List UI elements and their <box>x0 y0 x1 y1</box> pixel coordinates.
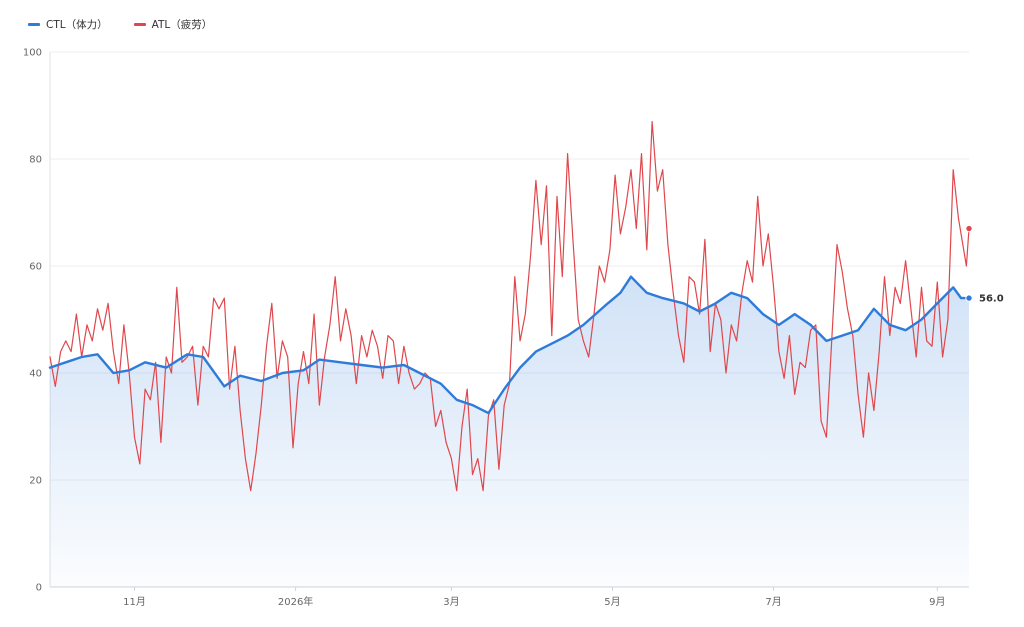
legend-label-ctl: CTL（体力） <box>46 19 108 31</box>
series-layer: 56.0 <box>48 121 1004 587</box>
x-tick-label: 7月 <box>765 596 781 608</box>
x-tick-label: 9月 <box>929 596 945 608</box>
y-tick-label: 100 <box>23 48 42 59</box>
y-tick-label: 40 <box>29 369 42 380</box>
ctl-line <box>48 275 971 415</box>
legend-label-atl: ATL（疲劳） <box>151 19 213 31</box>
x-tick-label: 2026年 <box>278 595 313 608</box>
y-tick-label: 20 <box>29 476 42 487</box>
x-tick-label: 11月 <box>123 596 146 608</box>
atl-line <box>49 121 970 492</box>
ctl-area <box>50 276 969 587</box>
legend-swatch-ctl <box>28 23 40 26</box>
chart-legend: CTL（体力） ATL（疲劳） <box>28 17 212 32</box>
y-tick-label: 0 <box>36 583 42 594</box>
x-tick-label: 5月 <box>604 596 620 608</box>
y-tick-label: 60 <box>29 262 42 273</box>
ctl-end-label: 56.0 <box>979 294 1004 305</box>
y-tick-label: 80 <box>29 155 42 166</box>
legend-swatch-atl <box>133 23 146 26</box>
atl-end-point <box>965 224 973 233</box>
legend-item-ctl[interactable]: CTL（体力） <box>28 17 108 32</box>
legend-item-atl[interactable]: ATL（疲劳） <box>133 17 213 32</box>
axis-layer: 0 20 40 60 80 100 11月 2026年 3月 5月 7月 9月 <box>23 48 946 609</box>
ctl-end-point <box>965 294 973 302</box>
x-tick-label: 3月 <box>443 596 459 608</box>
